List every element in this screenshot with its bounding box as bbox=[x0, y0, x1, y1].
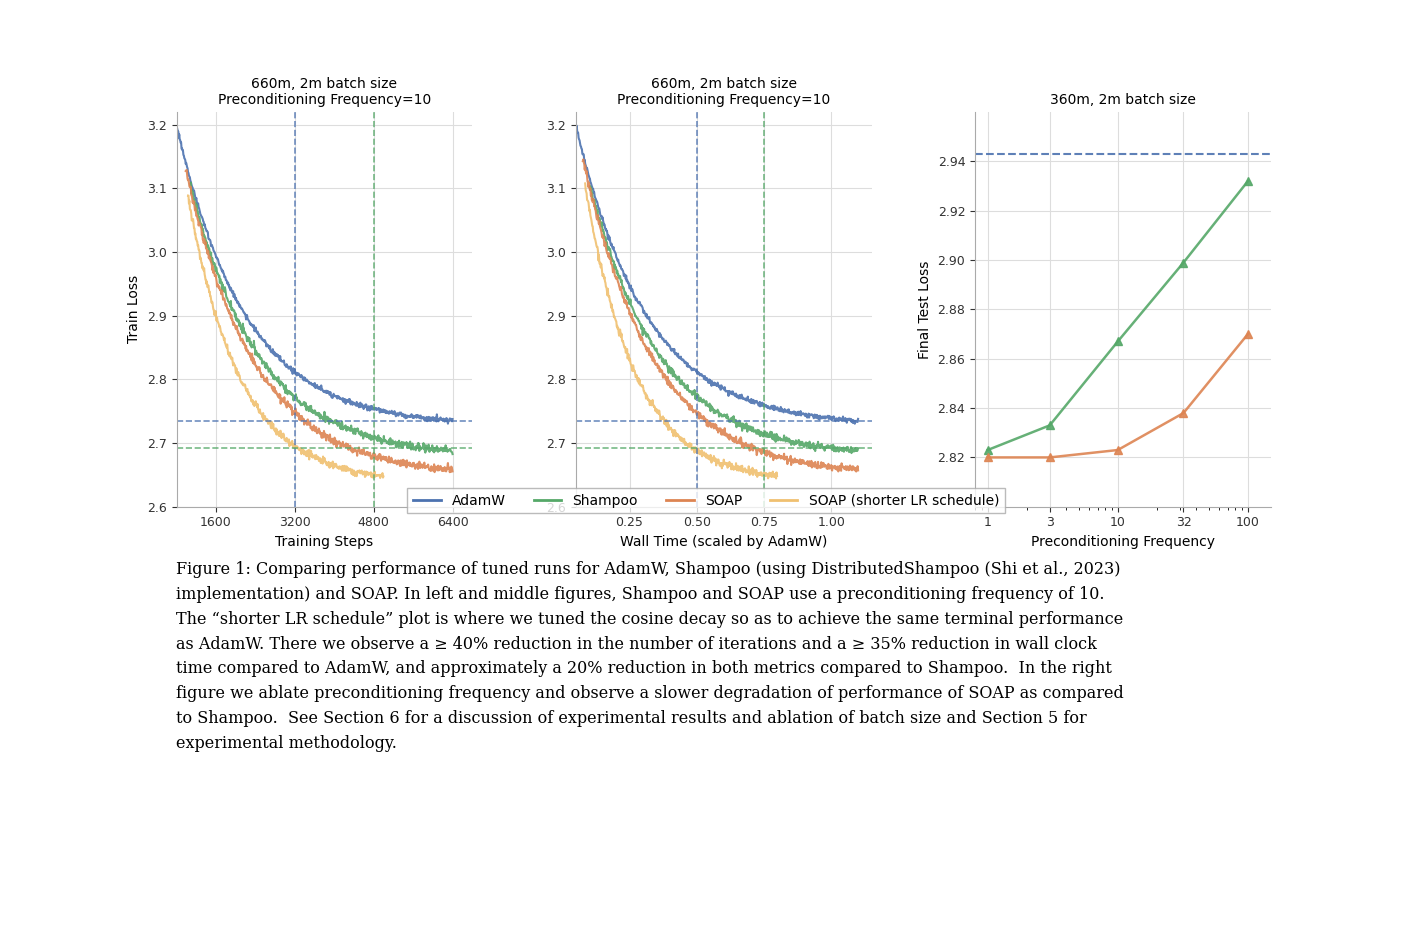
X-axis label: Preconditioning Frequency: Preconditioning Frequency bbox=[1031, 535, 1214, 549]
Title: 660m, 2m batch size
Preconditioning Frequency=10: 660m, 2m batch size Preconditioning Freq… bbox=[217, 77, 431, 106]
X-axis label: Training Steps: Training Steps bbox=[275, 535, 373, 549]
Y-axis label: Train Loss: Train Loss bbox=[127, 276, 141, 344]
Legend: AdamW, Shampoo, SOAP, SOAP (shorter LR schedule): AdamW, Shampoo, SOAP, SOAP (shorter LR s… bbox=[408, 488, 1004, 513]
Title: 360m, 2m batch size: 360m, 2m batch size bbox=[1051, 92, 1196, 106]
Y-axis label: Final Test Loss: Final Test Loss bbox=[918, 261, 932, 359]
Title: 660m, 2m batch size
Preconditioning Frequency=10: 660m, 2m batch size Preconditioning Freq… bbox=[617, 77, 830, 106]
X-axis label: Wall Time (scaled by AdamW): Wall Time (scaled by AdamW) bbox=[620, 535, 827, 549]
Text: Figure 1: Comparing performance of tuned runs for AdamW, Shampoo (using Distribu: Figure 1: Comparing performance of tuned… bbox=[176, 561, 1124, 752]
